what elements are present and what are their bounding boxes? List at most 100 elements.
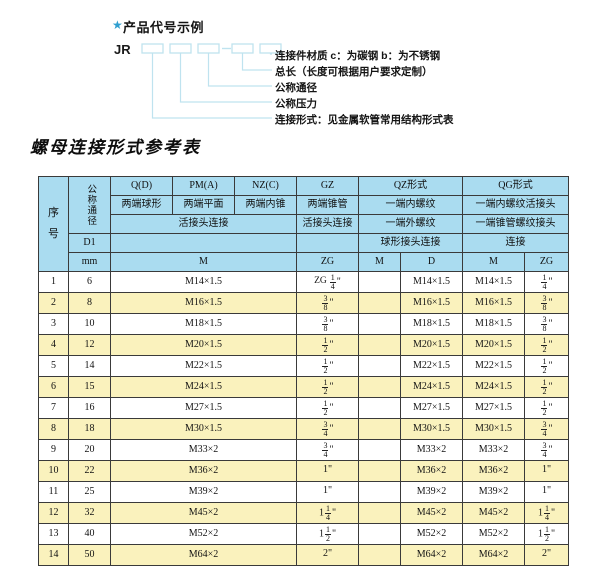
th-seq-line2: 号 bbox=[48, 228, 59, 240]
cell-qg-zg: 1 1 4 " bbox=[523, 502, 570, 524]
cell-thread-m: M45×2 bbox=[110, 502, 297, 524]
cell-qg-zg: 1" bbox=[523, 460, 570, 482]
th-desc-gz: 两端锥管 bbox=[296, 195, 359, 215]
th-row4-qg: 连接 bbox=[461, 233, 570, 253]
table-row: 13 40 M52×2 1 1 2 " M52×2 M52×2 1 1 2 " bbox=[38, 523, 570, 545]
code-box-2 bbox=[169, 43, 192, 54]
th-seq-line1: 序 bbox=[48, 207, 59, 220]
cell-nominal-diameter: 18 bbox=[68, 418, 111, 440]
cell-qz-m bbox=[358, 523, 401, 545]
th-unit-qg-zg: ZG bbox=[523, 252, 570, 272]
cell-qg-zg: 3 4 " bbox=[523, 439, 570, 461]
cell-gz: 3 8 " bbox=[296, 292, 359, 314]
cell-qg-m: M24×1.5 bbox=[462, 376, 525, 398]
cell-seq: 6 bbox=[38, 376, 69, 398]
cell-qz-m bbox=[358, 292, 401, 314]
cell-qz-d: M16×1.5 bbox=[400, 292, 463, 314]
cell-qg-m: M64×2 bbox=[462, 544, 525, 566]
nut-connection-table: 序 号 公称通径 Q(D) PM(A) NZ(C) GZ QZ形式 QG形式 两… bbox=[38, 176, 570, 566]
cell-qz-d: M30×1.5 bbox=[400, 418, 463, 440]
cell-qz-d: M14×1.5 bbox=[400, 271, 463, 293]
cell-nominal-diameter: 25 bbox=[68, 481, 111, 503]
cell-gz: 1 2 " bbox=[296, 334, 359, 356]
cell-seq: 3 bbox=[38, 313, 69, 335]
th-desc-qd: 两端球形 bbox=[110, 195, 173, 215]
cell-nominal-diameter: 15 bbox=[68, 376, 111, 398]
cell-qz-d: M64×2 bbox=[400, 544, 463, 566]
diagram-label-connection: 连接形式：见金属软管常用结构形式表 bbox=[275, 114, 454, 126]
th-row3-qpn: 活接头连接 bbox=[110, 214, 297, 234]
cell-qg-m: M20×1.5 bbox=[462, 334, 525, 356]
th-group-pma: PM(A) bbox=[172, 176, 235, 196]
cell-gz: 1 2 " bbox=[296, 376, 359, 398]
th-dn-mm: mm bbox=[68, 252, 111, 272]
diagram-label-pressure: 公称压力 bbox=[275, 98, 317, 110]
cell-seq: 11 bbox=[38, 481, 69, 503]
cell-qz-d: M22×1.5 bbox=[400, 355, 463, 377]
cell-thread-m: M33×2 bbox=[110, 439, 297, 461]
cell-nominal-diameter: 20 bbox=[68, 439, 111, 461]
th-group-qz: QZ形式 bbox=[358, 176, 463, 196]
cell-qg-m: M36×2 bbox=[462, 460, 525, 482]
cell-thread-m: M16×1.5 bbox=[110, 292, 297, 314]
th-desc-pma: 两端平面 bbox=[172, 195, 235, 215]
cell-qz-d: M24×1.5 bbox=[400, 376, 463, 398]
cell-nominal-diameter: 12 bbox=[68, 334, 111, 356]
cell-qg-m: M22×1.5 bbox=[462, 355, 525, 377]
cell-qg-zg: 1 2 " bbox=[523, 355, 570, 377]
leader-connection bbox=[151, 53, 272, 119]
cell-qg-zg: 2" bbox=[523, 544, 570, 566]
diagram-lines bbox=[141, 43, 282, 119]
table-row: 3 10 M18×1.5 3 8 " M18×1.5 M18×1.5 3 8 " bbox=[38, 313, 570, 335]
cell-gz: 1" bbox=[296, 460, 359, 482]
th-dn-d1: D1 bbox=[68, 233, 111, 253]
cell-qz-d: M52×2 bbox=[400, 523, 463, 545]
cell-nominal-diameter: 6 bbox=[68, 271, 111, 293]
cell-thread-m: M64×2 bbox=[110, 544, 297, 566]
cell-qg-m: M16×1.5 bbox=[462, 292, 525, 314]
table-row: 11 25 M39×2 1" M39×2 M39×2 1" bbox=[38, 481, 570, 503]
cell-gz: 3 4 " bbox=[296, 418, 359, 440]
cell-qg-m: M33×2 bbox=[462, 439, 525, 461]
cell-thread-m: M22×1.5 bbox=[110, 355, 297, 377]
cell-qg-zg: 1" bbox=[523, 481, 570, 503]
table-row: 10 22 M36×2 1" M36×2 M36×2 1" bbox=[38, 460, 570, 482]
cell-gz: ZG 1 4 " bbox=[296, 271, 359, 293]
th-unit-qz-m: M bbox=[358, 252, 401, 272]
table-row: 7 16 M27×1.5 1 2 " M27×1.5 M27×1.5 1 2 " bbox=[38, 397, 570, 419]
cell-qz-d: M33×2 bbox=[400, 439, 463, 461]
cell-seq: 14 bbox=[38, 544, 69, 566]
th-unit-qz-d: D bbox=[400, 252, 463, 272]
cell-qg-zg: 1 2 " bbox=[523, 376, 570, 398]
cell-qz-m bbox=[358, 376, 401, 398]
table-row: 2 8 M16×1.5 3 8 " M16×1.5 M16×1.5 3 8 " bbox=[38, 292, 570, 314]
code-prefix: JR bbox=[114, 42, 131, 57]
cell-seq: 13 bbox=[38, 523, 69, 545]
table-row: 4 12 M20×1.5 1 2 " M20×1.5 M20×1.5 1 2 " bbox=[38, 334, 570, 356]
cell-qg-zg: 3 8 " bbox=[523, 292, 570, 314]
leader-pressure bbox=[179, 53, 272, 103]
th-group-gz: GZ bbox=[296, 176, 359, 196]
table-header: 序 号 公称通径 Q(D) PM(A) NZ(C) GZ QZ形式 QG形式 两… bbox=[38, 176, 570, 272]
diagram-label-length: 总长（长度可根据用户要求定制） bbox=[275, 66, 433, 78]
cell-qg-m: M14×1.5 bbox=[462, 271, 525, 293]
cell-seq: 1 bbox=[38, 271, 69, 293]
cell-qz-m bbox=[358, 418, 401, 440]
cell-qg-m: M30×1.5 bbox=[462, 418, 525, 440]
cell-qz-m bbox=[358, 355, 401, 377]
table-row: 6 15 M24×1.5 1 2 " M24×1.5 M24×1.5 1 2 " bbox=[38, 376, 570, 398]
code-box-3 bbox=[197, 43, 220, 54]
cell-qz-m bbox=[358, 397, 401, 419]
table-row: 14 50 M64×2 2" M64×2 M64×2 2" bbox=[38, 544, 570, 566]
cell-thread-m: M18×1.5 bbox=[110, 313, 297, 335]
cell-qz-m bbox=[358, 481, 401, 503]
cell-nominal-diameter: 16 bbox=[68, 397, 111, 419]
table-row: 12 32 M45×2 1 1 4 " M45×2 M45×2 1 1 4 " bbox=[38, 502, 570, 524]
cell-qz-d: M20×1.5 bbox=[400, 334, 463, 356]
cell-thread-m: M36×2 bbox=[110, 460, 297, 482]
th-row3-gz: 活接头连接 bbox=[296, 214, 359, 234]
cell-seq: 12 bbox=[38, 502, 69, 524]
cell-seq: 10 bbox=[38, 460, 69, 482]
cell-gz: 3 4 " bbox=[296, 439, 359, 461]
cell-qz-m bbox=[358, 334, 401, 356]
